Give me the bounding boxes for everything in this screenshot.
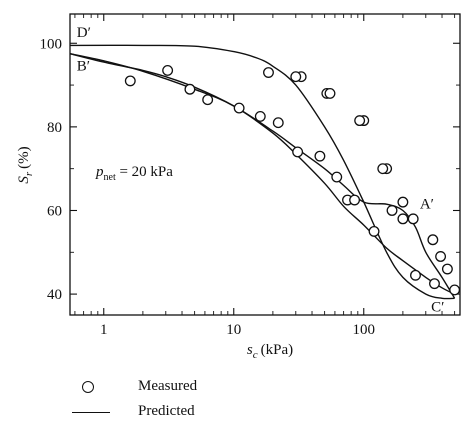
measured-point xyxy=(314,150,326,162)
legend-item-predicted: Predicted xyxy=(72,399,197,424)
x-axis-label: sc (kPa) xyxy=(247,342,293,361)
measured-point xyxy=(324,87,336,99)
legend-measured-label: Measured xyxy=(138,378,198,394)
legend: Measured Predicted xyxy=(72,374,197,424)
measured-point xyxy=(162,64,174,76)
measured-point xyxy=(377,163,389,175)
pressure-annotation: pnet = 20 kPa xyxy=(95,164,173,183)
measured-point xyxy=(290,71,302,83)
curve-label: B′ xyxy=(77,58,90,74)
y-tick-label: 60 xyxy=(47,203,62,219)
measured-point xyxy=(331,171,343,183)
circle-marker-icon xyxy=(82,380,130,394)
measured-point xyxy=(184,83,196,95)
curve-label: D′ xyxy=(77,25,91,41)
measured-point xyxy=(292,146,304,158)
line-sample-icon xyxy=(72,405,130,419)
measured-point xyxy=(407,213,419,225)
measured-point xyxy=(354,115,366,127)
measured-point xyxy=(397,196,409,208)
measured-points xyxy=(124,64,461,296)
curve-label: C′ xyxy=(431,300,444,316)
measured-point xyxy=(233,102,245,114)
measured-point xyxy=(435,251,447,262)
legend-predicted-label: Predicted xyxy=(138,403,195,419)
measured-point xyxy=(202,94,214,106)
x-tick-label: 1 xyxy=(100,322,108,338)
curve-labels: D′ B′ A′ C′ xyxy=(77,25,445,316)
axis-ticks xyxy=(70,14,460,315)
measured-point xyxy=(254,110,266,122)
x-tick-label: 10 xyxy=(226,322,241,338)
plot-border xyxy=(69,13,461,316)
measured-point xyxy=(449,284,461,296)
y-tick-label: 80 xyxy=(47,120,62,136)
measured-point xyxy=(410,269,421,281)
measured-point xyxy=(272,117,284,129)
measured-point xyxy=(427,234,439,246)
y-axis-label: Sr(%) xyxy=(16,146,35,183)
measured-point xyxy=(441,263,453,275)
y-tick-label: 40 xyxy=(47,287,62,303)
legend-item-measured: Measured xyxy=(82,374,197,399)
tick-labels: 1 10 100 40 60 80 100 xyxy=(40,36,376,338)
measured-point xyxy=(124,75,136,87)
measured-point xyxy=(386,205,398,216)
measured-point xyxy=(429,278,440,290)
y-tick-label: 100 xyxy=(40,36,63,52)
x-tick-label: 100 xyxy=(353,322,376,338)
curve-label: A′ xyxy=(420,196,434,212)
measured-point xyxy=(397,213,409,225)
measured-point xyxy=(368,225,380,237)
predicted-curve xyxy=(69,44,455,300)
plot-frame xyxy=(69,13,461,316)
measured-point xyxy=(349,194,361,206)
measured-point xyxy=(263,67,274,78)
predicted-curve xyxy=(69,53,456,299)
